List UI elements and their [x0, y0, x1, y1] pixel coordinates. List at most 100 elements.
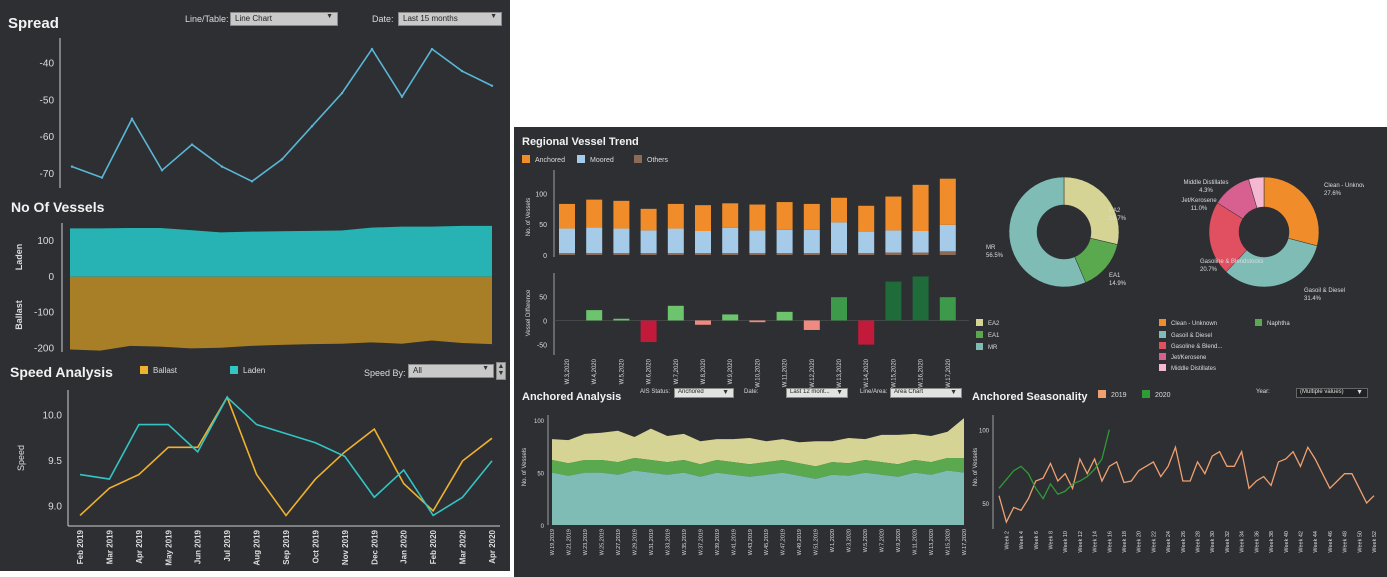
- regional-bar-anchored: [831, 197, 847, 223]
- anchored-x-tick: W.33,2019: [665, 529, 671, 555]
- vessels-chart: 100 0 -100 -200 Laden Ballast: [14, 223, 492, 354]
- regional-diff-bar: [803, 320, 820, 330]
- speed-y-tick: 9.0: [48, 501, 62, 512]
- speed-x-tick: Mar 2019: [105, 529, 114, 564]
- anchored-x-tick: W.51,2019: [814, 529, 820, 555]
- regional-bar-moored: [885, 230, 902, 253]
- chevron-down-icon: ▼: [836, 389, 843, 396]
- spread-series-line: [71, 47, 493, 183]
- product-legend-item: Jet/Kerosene: [1159, 353, 1206, 361]
- regional-bar-anchored: [803, 203, 820, 230]
- regional-x-tick: W.5,2020: [619, 358, 625, 384]
- anchored-x-tick: W.1,2020: [830, 529, 836, 552]
- spread-point: [340, 91, 344, 95]
- laden-axis-label: Laden: [14, 244, 24, 271]
- product-legend-swatch: [1159, 364, 1166, 371]
- spread-point: [70, 165, 74, 168]
- regional-bar-moored: [831, 222, 847, 254]
- date-dropdown[interactable]: Last 15 months ▼: [398, 12, 502, 26]
- year-dropdown[interactable]: (Multiple values) ▼: [1296, 388, 1368, 398]
- product-legend-label: Clean - Unknown: [1171, 321, 1218, 327]
- seasonality-title: Anchored Seasonality: [972, 391, 1088, 403]
- product-legend-label: Naphtha: [1267, 321, 1290, 327]
- line-area-value: Area Chart: [894, 389, 924, 395]
- region-donut-value: 56.5%: [986, 253, 1004, 259]
- regional-bar-moored: [939, 224, 956, 252]
- regional-bar-moored: [776, 229, 793, 254]
- product-donut-value: 4.3%: [1199, 188, 1213, 194]
- seasonality-x-tick: Week 26: [1181, 531, 1187, 553]
- regional-bar-anchored: [939, 178, 956, 225]
- seasonality-x-tick: Week 20: [1137, 531, 1143, 553]
- regional-diff-bar: [939, 297, 956, 321]
- product-legend-label: Middle Distillates: [1171, 366, 1217, 372]
- regional-bar-moored: [858, 231, 875, 254]
- regional-bar-moored: [586, 227, 603, 254]
- product-legend-swatch: [1255, 319, 1262, 326]
- anchored-date-dropdown[interactable]: Last 12 mont... ▼: [786, 388, 848, 398]
- seasonality-x-tick: Week 10: [1063, 531, 1069, 553]
- regional-diff-bar: [912, 276, 929, 321]
- line-area-dropdown[interactable]: Area Chart ▼: [890, 388, 962, 398]
- chevron-down-icon: ▼: [326, 13, 333, 20]
- year-value: (Multiple values): [1300, 389, 1344, 395]
- right-dashboard-panel: Regional Vessel Trend Anchored Moored Ot…: [514, 127, 1387, 577]
- spread-y-tick: -70: [40, 169, 55, 180]
- regional-x-tick: W.10,2020: [755, 358, 761, 387]
- seasonality-y-tick: 100: [979, 429, 990, 435]
- spread-point: [490, 84, 494, 87]
- anchored-title: Anchored Analysis: [522, 391, 622, 403]
- product-legend-item: Gasoline & Blend...: [1159, 342, 1222, 350]
- speed-x-tick: Apr 2020: [488, 529, 497, 563]
- speed-by-dropdown[interactable]: All ▼: [408, 364, 494, 378]
- laden-swatch: [230, 366, 238, 374]
- product-legend-swatch: [1159, 353, 1166, 360]
- seasonality-x-tick: Week 42: [1298, 531, 1304, 553]
- regional-bar-others: [559, 253, 575, 255]
- region-donut-label: EA2: [1109, 208, 1121, 214]
- spread-point: [370, 47, 374, 51]
- regional-diff-bar: [722, 314, 739, 321]
- regional-bar-moored: [667, 228, 684, 254]
- regional-top-y-label: No. of Vessels: [526, 198, 532, 236]
- ea1-swatch: [976, 331, 983, 338]
- seasonality-x-tick: Week 46: [1328, 531, 1334, 553]
- regional-diff-y-tick: -50: [537, 343, 547, 350]
- regional-x-tick: W.15,2020: [891, 358, 897, 387]
- ais-status-dropdown[interactable]: Anchored ▼: [674, 388, 734, 398]
- spread-point: [430, 47, 434, 51]
- product-legend-item: Gasoil & Diesel: [1159, 331, 1212, 339]
- product-legend-swatch: [1159, 319, 1166, 326]
- region-donut-label: MR: [986, 245, 996, 251]
- speed-by-value: All: [413, 366, 422, 375]
- regional-bar-moored: [640, 230, 657, 254]
- seasonality-x-tick: Week 22: [1151, 531, 1157, 553]
- region-donut-slice: [1063, 176, 1120, 245]
- chevron-down-icon: ▼: [722, 389, 729, 396]
- legend-anchored: Anchored: [522, 155, 565, 164]
- seasonality-2020-line: [998, 429, 1110, 500]
- regional-bar-moored: [613, 228, 630, 254]
- regional-top-y-tick: 0: [543, 253, 547, 260]
- anchored-x-tick: W.31,2019: [649, 529, 655, 555]
- speed-y-axis-label: Speed: [16, 445, 26, 471]
- speed-scroll-button[interactable]: ▲ ▼: [496, 362, 506, 380]
- speed-x-tick: Jul 2019: [223, 529, 232, 561]
- speed-x-tick: Nov 2019: [341, 529, 350, 565]
- line-table-dropdown[interactable]: Line Chart ▼: [230, 12, 338, 26]
- seasonality-x-tick: Week 8: [1048, 531, 1054, 550]
- seasonality-2019-line: [998, 445, 1375, 524]
- speed-x-tick: Mar 2020: [459, 529, 468, 564]
- anchored-y-tick: 50: [537, 472, 544, 478]
- seasonality-x-tick: Week 28: [1196, 531, 1202, 553]
- seasonality-x-tick: Week 2: [1004, 531, 1010, 550]
- anchored-y-label: No. of Vessels: [522, 448, 528, 486]
- regional-bar-others: [776, 253, 793, 255]
- legend-2019: 2019: [1098, 390, 1127, 399]
- speed-title: Speed Analysis: [10, 364, 113, 380]
- regional-diff-bar: [858, 320, 875, 345]
- speed-laden-line: [79, 395, 493, 517]
- line-table-value: Line Chart: [235, 14, 272, 23]
- anchored-x-tick: W.29,2019: [632, 529, 638, 555]
- anchored-x-tick: W.19,2019: [550, 529, 556, 555]
